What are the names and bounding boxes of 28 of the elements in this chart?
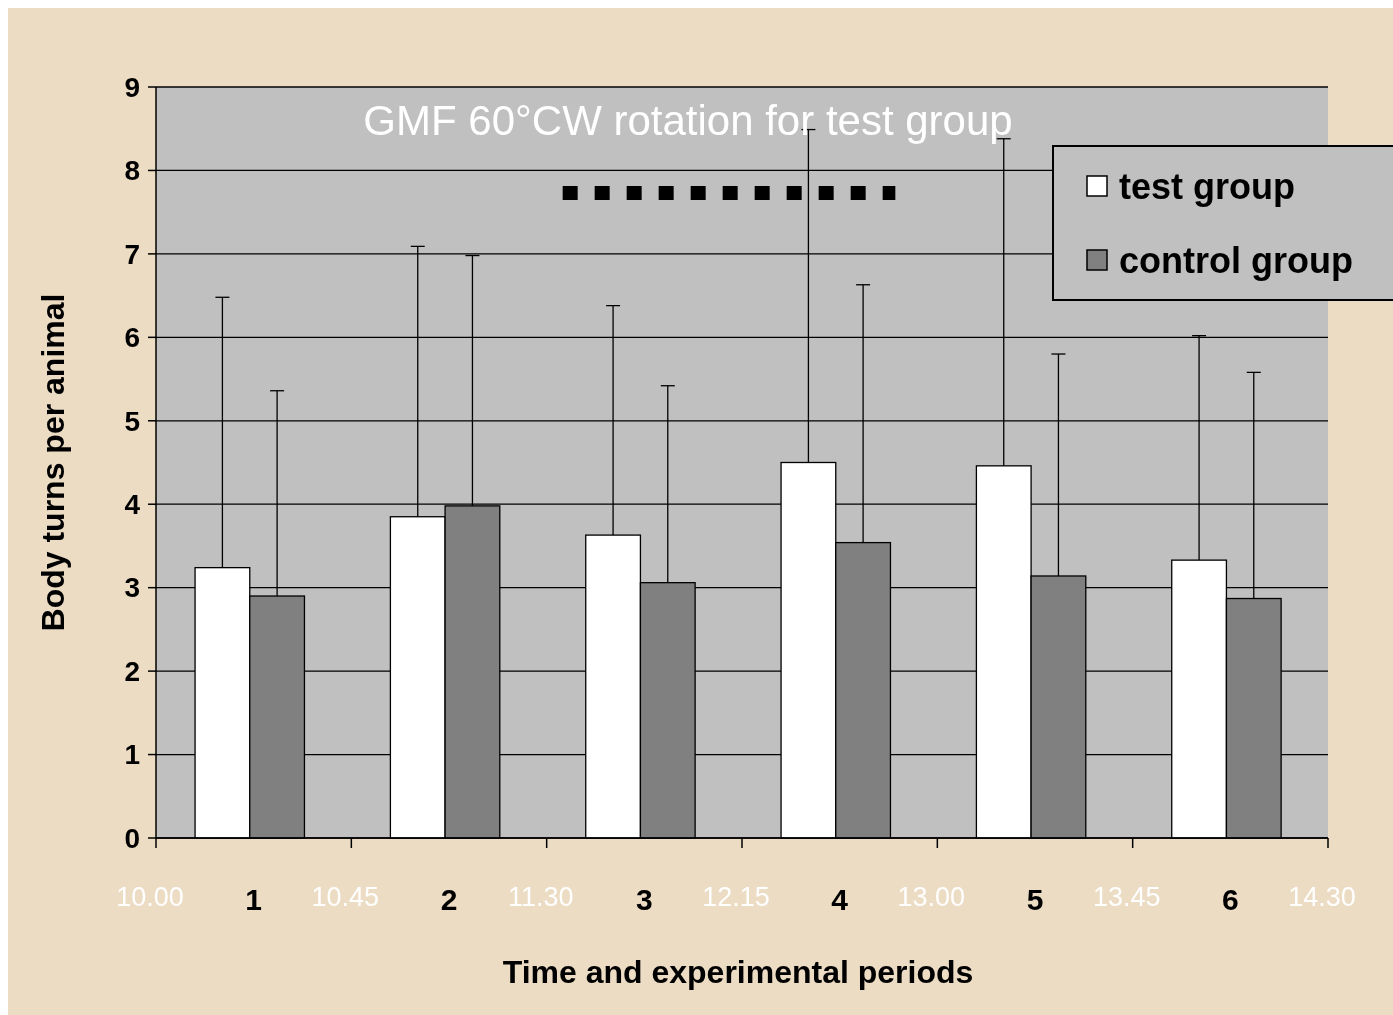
y-axis-title: Body turns per animal [35, 293, 71, 632]
y-tick-label: 9 [124, 71, 140, 103]
annotation: GMF 60°CW rotation for test group [363, 97, 1013, 144]
legend-label: test group [1119, 165, 1295, 207]
x-axis-title: Time and experimental periods [502, 954, 974, 990]
text: 11.30 [507, 882, 574, 912]
x-tick-label: 5 [1026, 883, 1044, 916]
y-tick-label: 1 [124, 739, 140, 771]
x-tick-label: 2 [440, 883, 458, 916]
text: 10.00 [116, 882, 184, 912]
y-tick-label: 7 [124, 238, 140, 270]
x-tick-label: 4 [831, 883, 849, 916]
y-tick-label: 2 [124, 655, 140, 687]
x-tick-label: 1 [245, 883, 263, 916]
legend-label: control group [1119, 239, 1353, 281]
text: 12.15 [702, 882, 770, 912]
x-tick-label: 3 [635, 883, 653, 916]
y-tick-label: 5 [124, 405, 140, 437]
text: 10.45 [311, 882, 380, 912]
y-tick-label: 4 [124, 489, 141, 521]
text: 13.00 [897, 882, 966, 912]
y-tick-label: 6 [124, 322, 140, 354]
text: 14.30 [1288, 882, 1356, 912]
text: 13.45 [1092, 882, 1161, 912]
y-tick-label: 0 [124, 822, 140, 854]
y-tick-label: 8 [124, 155, 140, 187]
y-tick-label: 3 [124, 572, 140, 604]
x-tick-label: 6 [1221, 883, 1239, 916]
